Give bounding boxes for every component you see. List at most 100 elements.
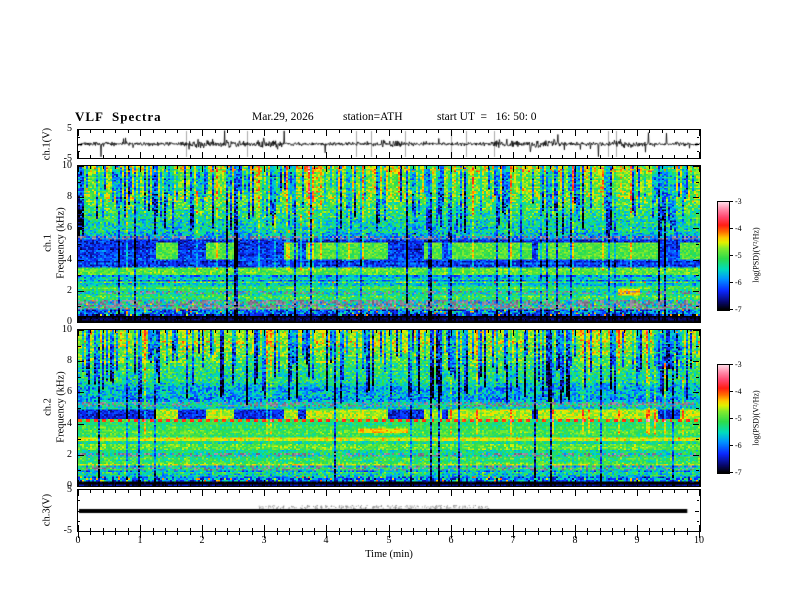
colorbar-tick-label: -5 — [735, 251, 742, 260]
y-tick — [693, 455, 699, 456]
x-tick — [600, 330, 601, 333]
x-tick — [513, 490, 514, 496]
x-tick — [637, 130, 638, 136]
x-tick — [78, 525, 79, 531]
x-axis-tick — [488, 532, 489, 535]
x-tick — [612, 155, 613, 158]
x-tick — [562, 130, 563, 133]
x-tick — [289, 483, 290, 486]
x-tick — [612, 330, 613, 333]
x-axis-tick — [177, 532, 178, 535]
x-tick — [239, 130, 240, 133]
y-tick — [697, 500, 699, 501]
x-tick — [575, 166, 576, 172]
y-tick — [78, 455, 84, 456]
figure-station: station=ATH — [343, 111, 403, 123]
x-tick — [153, 166, 154, 169]
y-tick — [696, 213, 699, 214]
x-tick — [177, 483, 178, 486]
colorbar-tick — [729, 364, 733, 365]
x-tick — [649, 483, 650, 486]
x-tick — [649, 490, 650, 493]
x-tick — [451, 166, 452, 172]
x-tick — [227, 528, 228, 531]
x-tick — [376, 528, 377, 531]
y-tick — [78, 377, 81, 378]
x-tick — [488, 483, 489, 486]
x-tick — [637, 525, 638, 531]
x-tick — [376, 490, 377, 493]
spec2-freq-tick-label: 6 — [67, 386, 72, 397]
x-tick — [600, 490, 601, 493]
x-tick — [252, 490, 253, 493]
y-tick — [693, 260, 699, 261]
x-tick — [264, 490, 265, 496]
x-tick — [538, 319, 539, 322]
figure-title: VLF Spectra — [75, 109, 162, 124]
colorbar-tick — [729, 391, 733, 392]
x-tick — [78, 330, 79, 336]
x-tick — [550, 483, 551, 486]
y-tick — [78, 244, 81, 245]
x-axis-tick — [538, 532, 539, 535]
x-tick — [475, 528, 476, 531]
x-tick — [78, 152, 79, 158]
x-tick — [165, 130, 166, 133]
x-tick — [600, 528, 601, 531]
y-tick — [78, 486, 84, 487]
x-tick — [612, 166, 613, 169]
x-tick — [153, 528, 154, 531]
x-tick — [488, 130, 489, 133]
x-tick — [687, 166, 688, 169]
x-tick — [587, 166, 588, 169]
y-tick — [693, 166, 699, 167]
x-tick — [562, 166, 563, 169]
x-tick — [649, 330, 650, 333]
spec2-freq-tick-label: 8 — [67, 355, 72, 366]
x-tick — [339, 130, 340, 133]
x-tick — [401, 130, 402, 133]
y-tick — [696, 470, 699, 471]
x-axis-tick — [227, 532, 228, 535]
x-tick — [600, 130, 601, 133]
x-tick — [376, 319, 377, 322]
y-tick — [78, 361, 84, 362]
x-tick — [90, 166, 91, 169]
x-tick — [252, 130, 253, 133]
x-tick — [413, 166, 414, 169]
x-tick — [202, 166, 203, 172]
x-tick — [314, 155, 315, 158]
x-tick — [426, 528, 427, 531]
x-tick — [165, 319, 166, 322]
x-tick — [562, 490, 563, 493]
x-tick — [103, 319, 104, 322]
x-tick — [538, 166, 539, 169]
x-tick — [389, 316, 390, 322]
x-tick — [389, 525, 390, 531]
colorbar-tick — [729, 418, 733, 419]
ch1-volt-tick-label: -5 — [63, 153, 72, 164]
x-tick — [525, 155, 526, 158]
x-tick — [239, 483, 240, 486]
x-tick — [177, 130, 178, 133]
figure-start-ut: start UT = 16: 50: 0 — [437, 111, 537, 123]
x-tick — [562, 330, 563, 333]
x-tick — [190, 130, 191, 133]
x-tick — [215, 130, 216, 133]
y-tick — [693, 424, 699, 425]
x-tick — [90, 483, 91, 486]
x-tick — [687, 483, 688, 486]
x-tick — [662, 483, 663, 486]
x-tick — [525, 490, 526, 493]
x-tick — [115, 319, 116, 322]
x-tick — [252, 528, 253, 531]
x-tick — [575, 525, 576, 531]
x-tick — [252, 483, 253, 486]
x-tick — [649, 155, 650, 158]
x-axis-tick — [687, 532, 688, 535]
y-tick — [78, 346, 81, 347]
x-tick — [500, 130, 501, 133]
y-tick — [78, 306, 81, 307]
x-tick — [674, 330, 675, 333]
y-tick — [78, 182, 81, 183]
